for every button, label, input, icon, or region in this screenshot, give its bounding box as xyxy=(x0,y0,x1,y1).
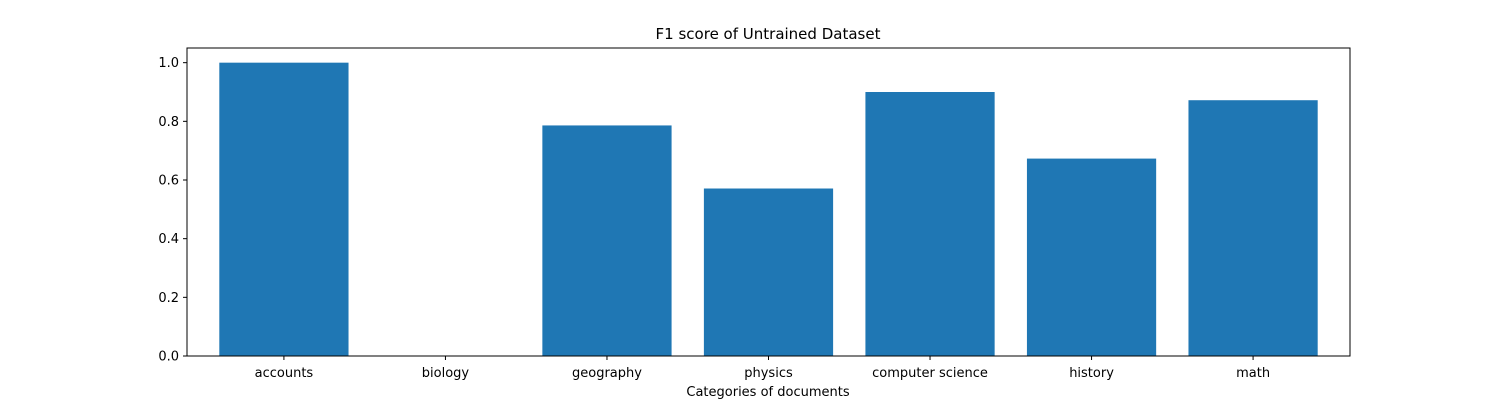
x-axis: accounts biology geography physics computer … xyxy=(255,356,1270,381)
bar-computer-science xyxy=(865,92,995,356)
y-tick-label: 1.0 xyxy=(158,56,179,71)
y-axis: 0.0 0.2 0.4 0.6 0.8 1.0 xyxy=(158,56,187,365)
y-tick-label: 0.8 xyxy=(158,115,179,130)
bar-history xyxy=(1026,158,1157,356)
bar-math xyxy=(1188,100,1318,357)
y-tick-label: 0.4 xyxy=(158,232,179,247)
y-tick-label: 0.2 xyxy=(158,291,179,306)
bar-accounts xyxy=(219,62,349,357)
y-tick-label: 0.6 xyxy=(158,174,179,189)
bar-geography xyxy=(542,125,672,356)
chart-title: F1 score of Untrained Dataset xyxy=(656,25,881,43)
x-axis-label: Categories of documents xyxy=(686,385,849,400)
bar-physics xyxy=(703,188,834,356)
x-tick-label: history xyxy=(1069,366,1114,381)
x-tick-label: biology xyxy=(422,366,470,381)
x-tick-label: geography xyxy=(572,366,642,381)
y-tick-label: 0.0 xyxy=(158,350,179,365)
x-tick-label: math xyxy=(1236,366,1270,381)
bars-group xyxy=(219,62,1318,357)
x-tick-label: computer science xyxy=(872,366,988,381)
x-tick-label: accounts xyxy=(255,366,314,381)
x-tick-label: physics xyxy=(744,366,793,381)
